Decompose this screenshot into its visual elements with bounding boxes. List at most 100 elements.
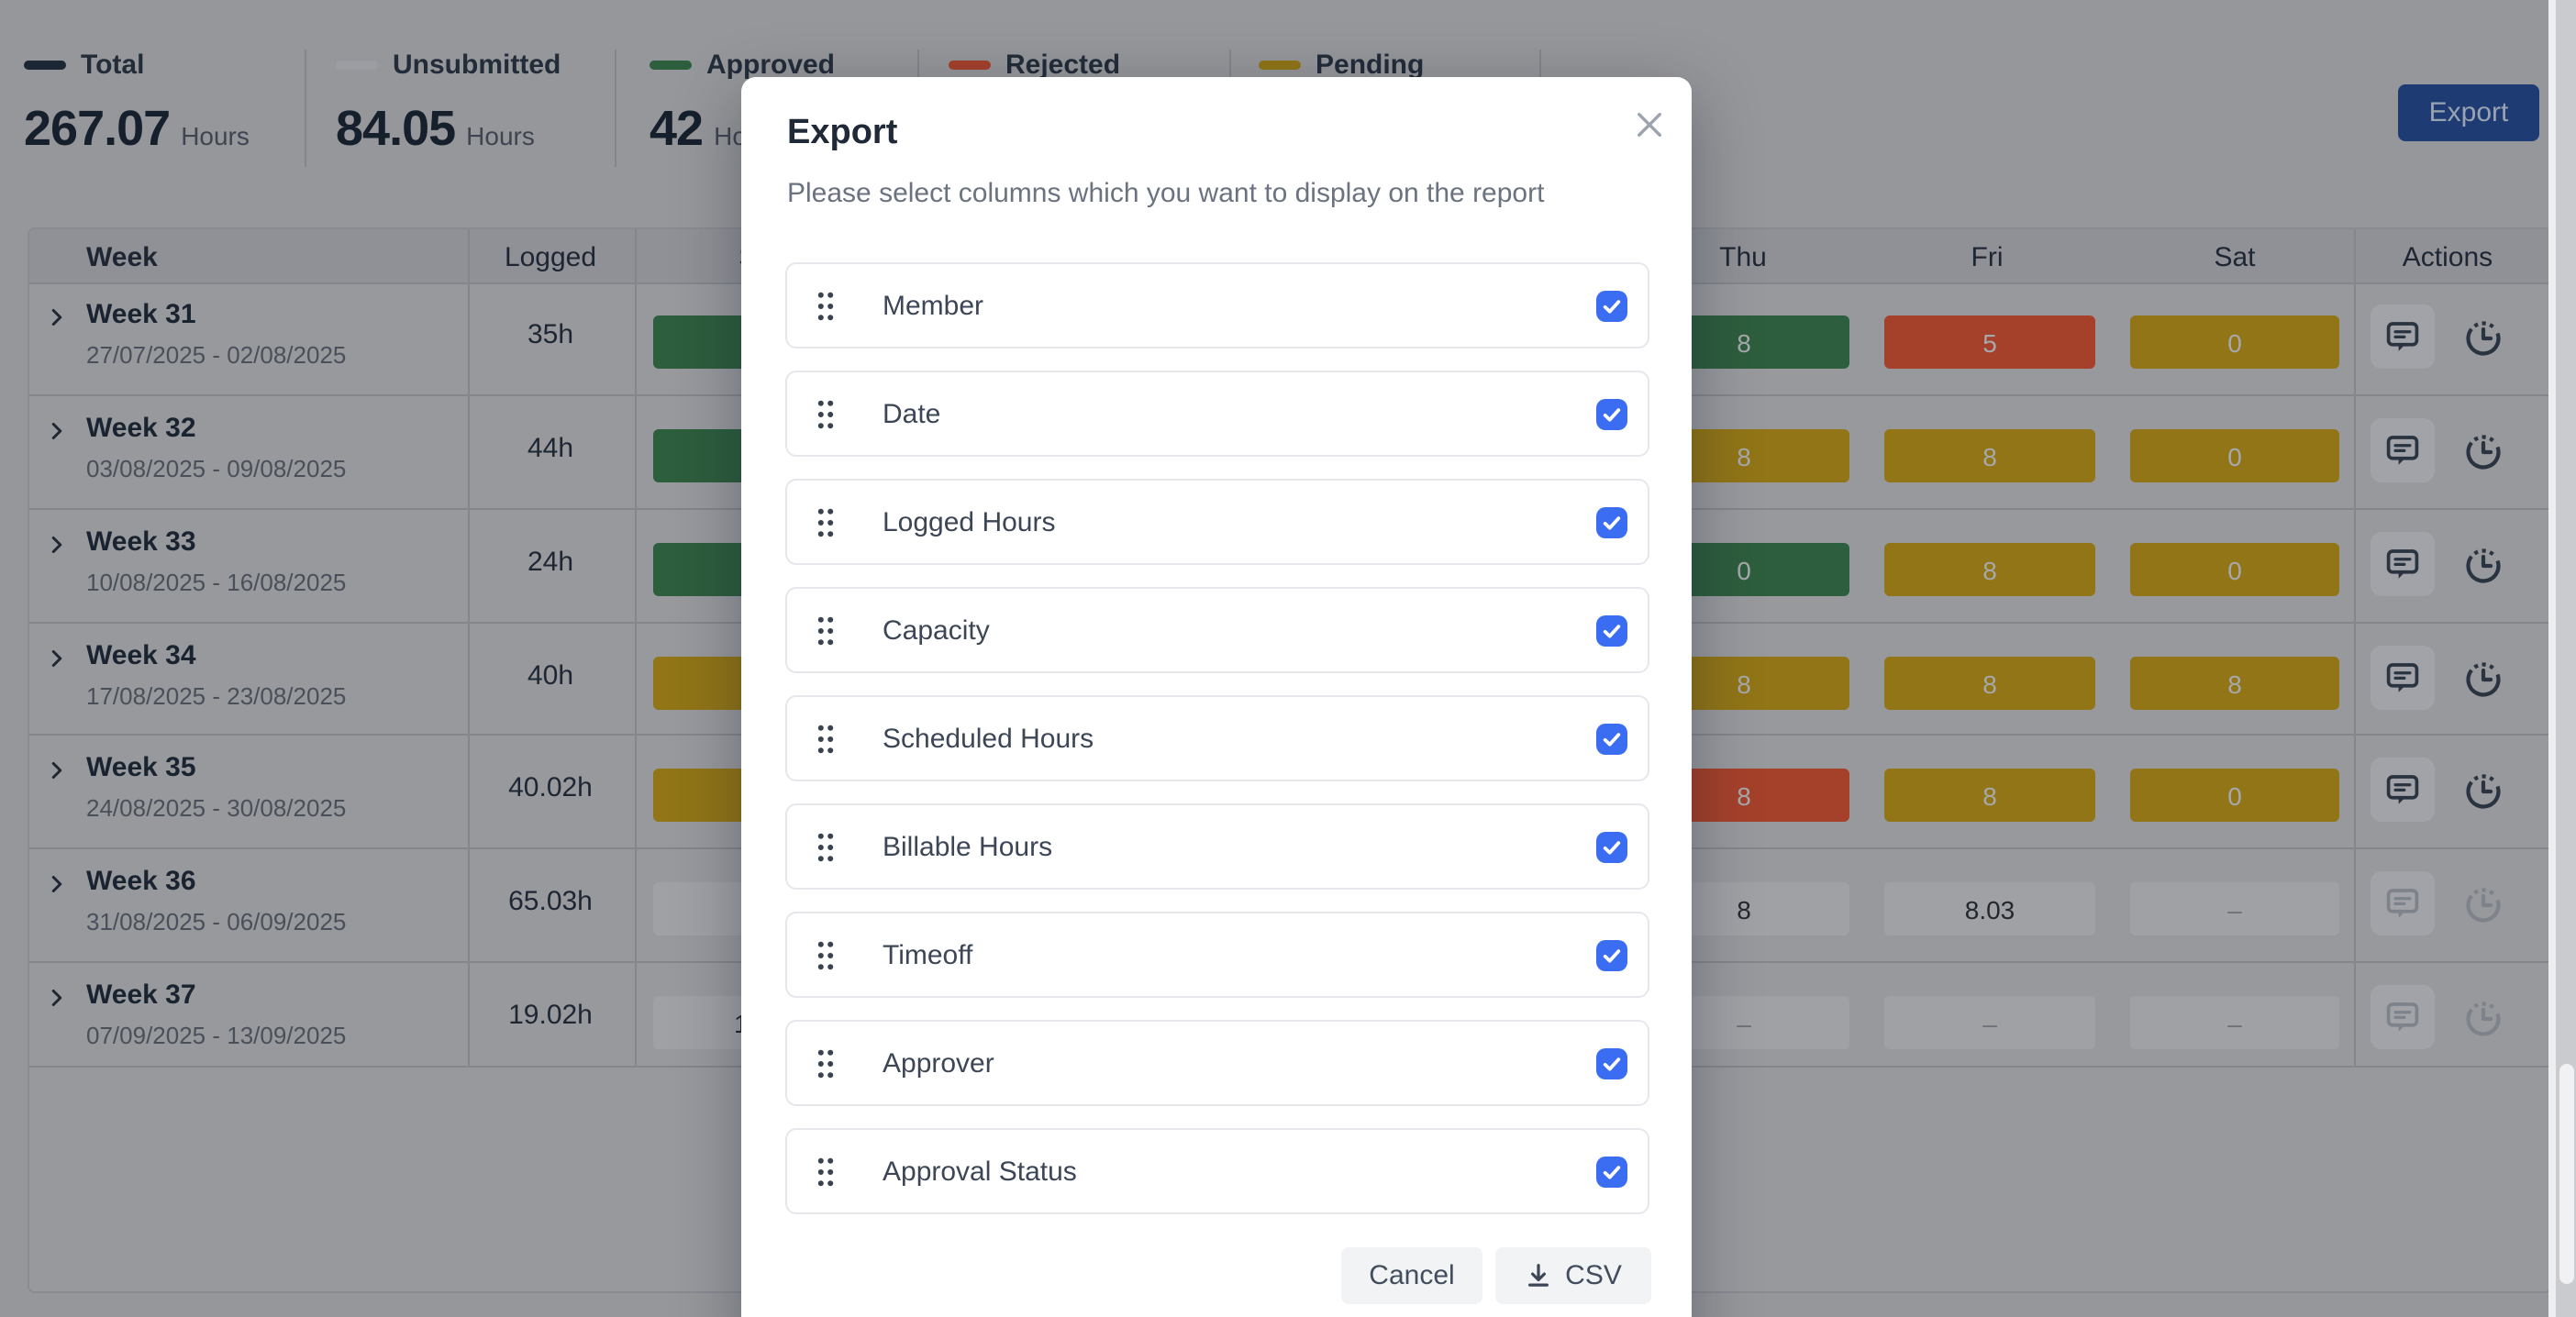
drag-handle-icon[interactable] (816, 1156, 835, 1187)
comment-icon[interactable] (2371, 985, 2435, 1049)
time-history-icon[interactable] (2462, 884, 2504, 926)
day-cell-sat: 0 (2130, 429, 2339, 482)
week-title: Week 35 (86, 752, 196, 783)
column-checkbox[interactable] (1596, 831, 1627, 862)
day-cell-sat: – (2130, 882, 2339, 935)
week-range: 27/07/2025 - 02/08/2025 (86, 341, 347, 369)
column-option-approval-status: Approval Status (785, 1128, 1649, 1214)
drag-handle-icon[interactable] (816, 939, 835, 970)
stat-label: Pending (1316, 50, 1425, 81)
close-icon[interactable] (1633, 108, 1666, 141)
week-title: Week 32 (86, 413, 196, 444)
time-history-icon[interactable] (2462, 545, 2504, 587)
logged-hours: 65.03h (508, 886, 593, 917)
stat-divider (305, 50, 306, 167)
col-header-logged: Logged (504, 242, 597, 273)
export-button[interactable]: Export (2398, 84, 2539, 141)
logged-hours: 40h (527, 660, 574, 692)
comment-icon[interactable] (2371, 758, 2435, 822)
week-range: 24/08/2025 - 30/08/2025 (86, 794, 347, 822)
stat-unit: Hours (466, 121, 535, 150)
drag-handle-icon[interactable] (816, 831, 835, 862)
legend-dash-total-icon (24, 61, 66, 70)
column-option-label: Approver (883, 1047, 994, 1079)
column-checkbox[interactable] (1596, 614, 1627, 646)
column-checkbox[interactable] (1596, 1156, 1627, 1187)
drag-handle-icon[interactable] (816, 723, 835, 754)
chevron-right-icon[interactable] (46, 532, 68, 554)
week-range: 31/08/2025 - 06/09/2025 (86, 908, 347, 935)
column-option-capacity: Capacity (785, 587, 1649, 673)
stat-unit: Hours (181, 121, 250, 150)
csv-export-button[interactable]: CSV (1495, 1247, 1651, 1304)
logged-hours: 24h (527, 547, 574, 578)
column-option-label: Timeoff (883, 939, 973, 970)
stat-label: Rejected (1005, 50, 1121, 81)
column-option-label: Billable Hours (883, 831, 1053, 862)
column-checkbox[interactable] (1596, 1047, 1627, 1079)
drag-handle-icon[interactable] (816, 398, 835, 429)
column-option-logged-hours: Logged Hours (785, 479, 1649, 565)
column-checkbox[interactable] (1596, 398, 1627, 429)
time-history-icon[interactable] (2462, 431, 2504, 473)
day-cell-sat: 0 (2130, 769, 2339, 822)
chevron-right-icon[interactable] (46, 985, 68, 1007)
day-cell-fri: 8 (1884, 657, 2095, 710)
logged-hours: 35h (527, 319, 574, 350)
scrollbar-track[interactable] (2556, 0, 2576, 1317)
scrollbar-thumb[interactable] (2559, 1064, 2573, 1284)
comment-icon[interactable] (2371, 646, 2435, 710)
drag-handle-icon[interactable] (816, 1047, 835, 1079)
drag-handle-icon[interactable] (816, 290, 835, 321)
comment-icon[interactable] (2371, 304, 2435, 369)
column-option-timeoff: Timeoff (785, 912, 1649, 998)
week-title: Week 33 (86, 526, 196, 558)
column-option-date: Date (785, 371, 1649, 457)
column-checkbox[interactable] (1596, 506, 1627, 537)
legend-dash-pending-icon (1259, 61, 1301, 70)
stat-value: 42 (650, 101, 704, 156)
comment-icon[interactable] (2371, 871, 2435, 935)
column-option-member: Member (785, 262, 1649, 349)
modal-title: Export (787, 114, 898, 152)
time-history-icon[interactable] (2462, 998, 2504, 1040)
day-cell-fri: 8 (1884, 769, 2095, 822)
day-cell-fri: 5 (1884, 315, 2095, 369)
chevron-right-icon[interactable] (46, 418, 68, 440)
time-history-icon[interactable] (2462, 770, 2504, 813)
chevron-right-icon[interactable] (46, 758, 68, 780)
column-checkbox[interactable] (1596, 723, 1627, 754)
col-header-sat: Sat (2214, 242, 2256, 273)
stat-label: Approved (706, 50, 836, 81)
day-cell-sat: 0 (2130, 315, 2339, 369)
column-option-label: Scheduled Hours (883, 723, 1094, 754)
comment-icon[interactable] (2371, 532, 2435, 596)
comment-icon[interactable] (2371, 418, 2435, 482)
col-header-week: Week (86, 242, 158, 273)
legend-dash-rejected-icon (949, 61, 991, 70)
column-divider (2354, 229, 2356, 1068)
day-cell-sat: – (2130, 996, 2339, 1049)
logged-hours: 19.02h (508, 1000, 593, 1031)
column-checkbox[interactable] (1596, 939, 1627, 970)
drag-handle-icon[interactable] (816, 614, 835, 646)
stat-divider (615, 50, 616, 167)
chevron-right-icon[interactable] (46, 304, 68, 326)
column-option-scheduled-hours: Scheduled Hours (785, 695, 1649, 781)
week-range: 03/08/2025 - 09/08/2025 (86, 455, 347, 482)
stats-bar: Total 267.07 Hours Unsubmitted 84.05 Hou… (0, 0, 2576, 202)
drag-handle-icon[interactable] (816, 506, 835, 537)
cancel-button-label: Cancel (1369, 1260, 1455, 1291)
chevron-right-icon[interactable] (46, 871, 68, 893)
timesheet-table: Week Logged Sun Thu Fri Sat Actions Week… (28, 227, 2552, 1293)
cancel-button[interactable]: Cancel (1341, 1247, 1482, 1304)
chevron-right-icon[interactable] (46, 646, 68, 668)
time-history-icon[interactable] (2462, 658, 2504, 701)
col-header-actions: Actions (2402, 242, 2493, 273)
time-history-icon[interactable] (2462, 317, 2504, 360)
modal-subtitle: Please select columns which you want to … (787, 178, 1545, 209)
column-option-label: Member (883, 290, 984, 321)
column-divider (635, 229, 637, 1068)
scrollbar-gutter (2548, 0, 2556, 1317)
column-checkbox[interactable] (1596, 290, 1627, 321)
